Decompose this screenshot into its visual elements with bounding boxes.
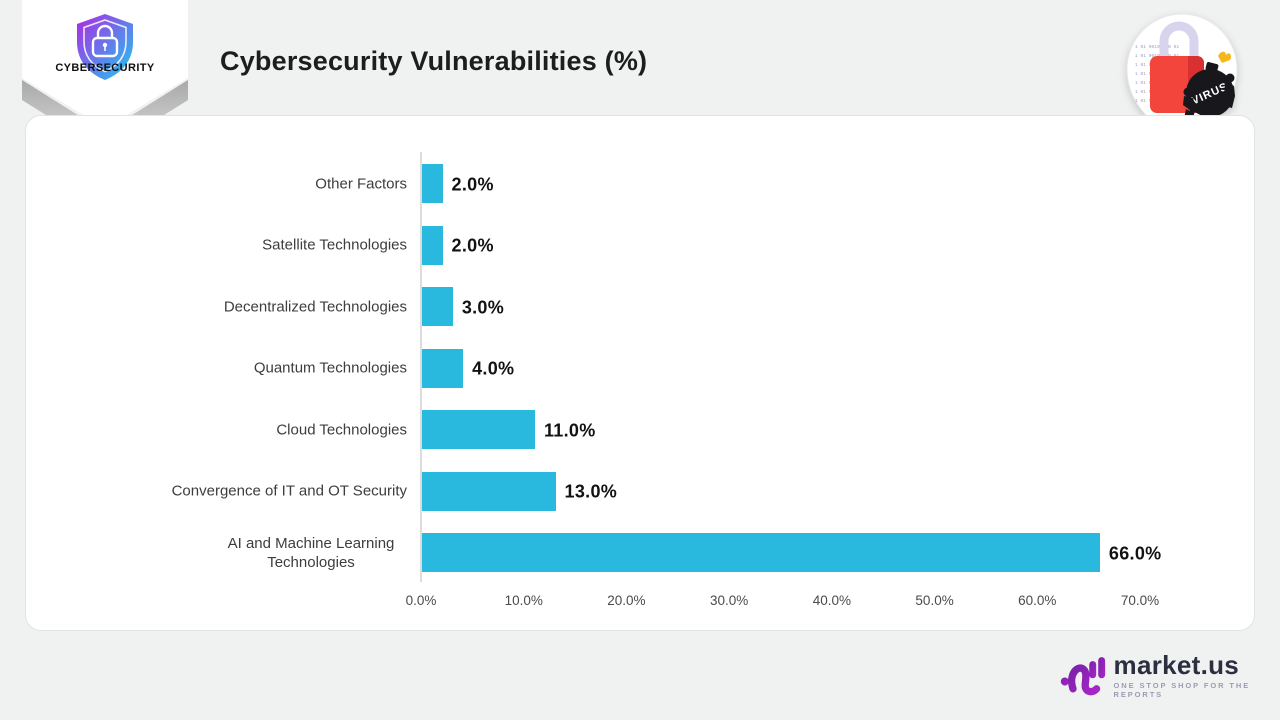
category-label: Satellite Technologies [262, 236, 407, 254]
category-label: Quantum Technologies [253, 359, 407, 377]
x-tick-label: 40.0% [812, 593, 851, 608]
value-label: 66.0% [1108, 543, 1162, 563]
bar [422, 164, 443, 203]
y-axis-line [420, 152, 422, 582]
bar [422, 348, 464, 388]
x-tick-label: 70.0% [1120, 593, 1160, 608]
page-title: Cybersecurity Vulnerabilities (%) [220, 46, 648, 76]
category-label: Convergence of IT and OT Security [171, 482, 407, 500]
brand-name: market.us [1113, 649, 1240, 680]
marketus-logo: market.us ONE STOP SHOP FOR THE REPORTS [1060, 650, 1280, 700]
category-label: Decentralized Technologies [223, 298, 407, 315]
bar [422, 225, 443, 265]
value-label: 4.0% [472, 358, 515, 379]
x-tick-label: 10.0% [504, 593, 543, 608]
category-label: Cloud Technologies [276, 421, 407, 438]
marketus-logo-icon [1060, 657, 1106, 696]
value-label: 3.0% [461, 297, 505, 317]
bar [422, 471, 556, 511]
x-tick-label: 20.0% [607, 593, 646, 608]
badge-label: CYBERSECURITY [55, 62, 155, 74]
x-tick-label: 30.0% [710, 593, 749, 608]
x-tick-label: 60.0% [1018, 593, 1057, 608]
x-tick-label: 50.0% [915, 593, 954, 608]
value-label: 2.0% [451, 235, 494, 256]
value-label: 2.0% [451, 174, 494, 194]
bar [422, 287, 453, 326]
bar [422, 410, 535, 449]
value-label: 13.0% [564, 481, 618, 502]
brand-tagline: ONE STOP SHOP FOR THE REPORTS [1113, 680, 1251, 699]
svg-text:1 01 00101 10 01: 1 01 00101 10 01 [1135, 44, 1179, 50]
value-label: 11.0% [543, 420, 596, 440]
virus-bomb-icon: VIRUS [1186, 51, 1234, 117]
shield-lock-icon [77, 14, 133, 80]
category-label: AI and Machine Learning Technologies [227, 534, 395, 571]
flame-icon [1218, 51, 1232, 63]
cybersecurity-badge: CYBERSECURITY [22, 0, 188, 152]
category-label: Other Factors [315, 175, 407, 192]
x-tick-label: 0.0% [405, 593, 437, 608]
bar [422, 533, 1100, 572]
